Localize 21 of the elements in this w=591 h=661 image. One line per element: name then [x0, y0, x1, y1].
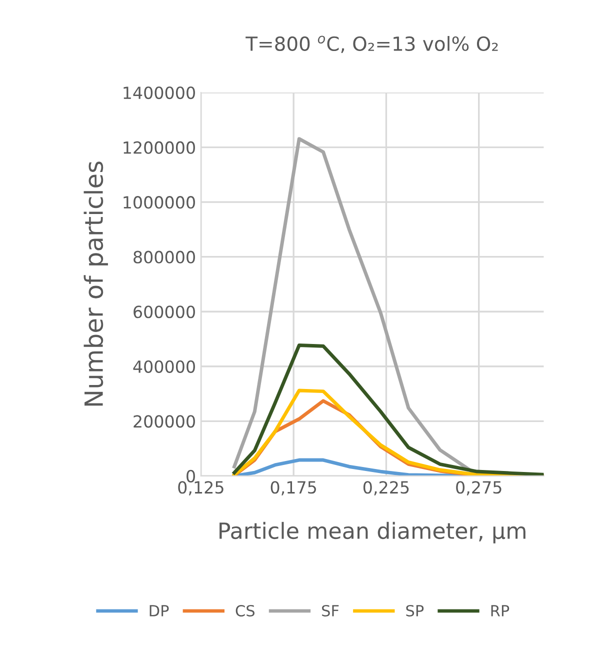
y-tick-label: 1400000 — [124, 86, 195, 100]
y-tick-label: 1000000 — [124, 196, 195, 209]
y-tick-label: 600000 — [134, 306, 195, 318]
legend-label: DP — [150, 605, 169, 616]
y-tick-label: 800000 — [134, 250, 195, 264]
y-axis-title: Number of particles — [84, 162, 108, 406]
line-series — [232, 344, 544, 476]
x-tick-label: 0,125 — [178, 481, 224, 496]
x-tick-label: 0,175 — [270, 481, 316, 496]
y-tick-label: 400000 — [133, 360, 195, 373]
y-tick-label: 0 — [186, 470, 195, 482]
chart-title: T=800 $^{o}$C, O₂=13 vol% O₂ — [246, 36, 498, 54]
legend-label: RP — [491, 605, 510, 616]
y-tick-label: 200000 — [134, 415, 195, 428]
y-tick-label: 1200000 — [124, 141, 195, 154]
x-tick-label: 0,225 — [363, 481, 409, 496]
x-axis-title: Particle mean diameter, µm — [220, 522, 526, 544]
x-tick-label: 0,275 — [456, 481, 502, 496]
legend-label: SF — [322, 604, 339, 617]
legend-label: CS — [236, 604, 254, 617]
legend-label: SP — [406, 604, 424, 617]
